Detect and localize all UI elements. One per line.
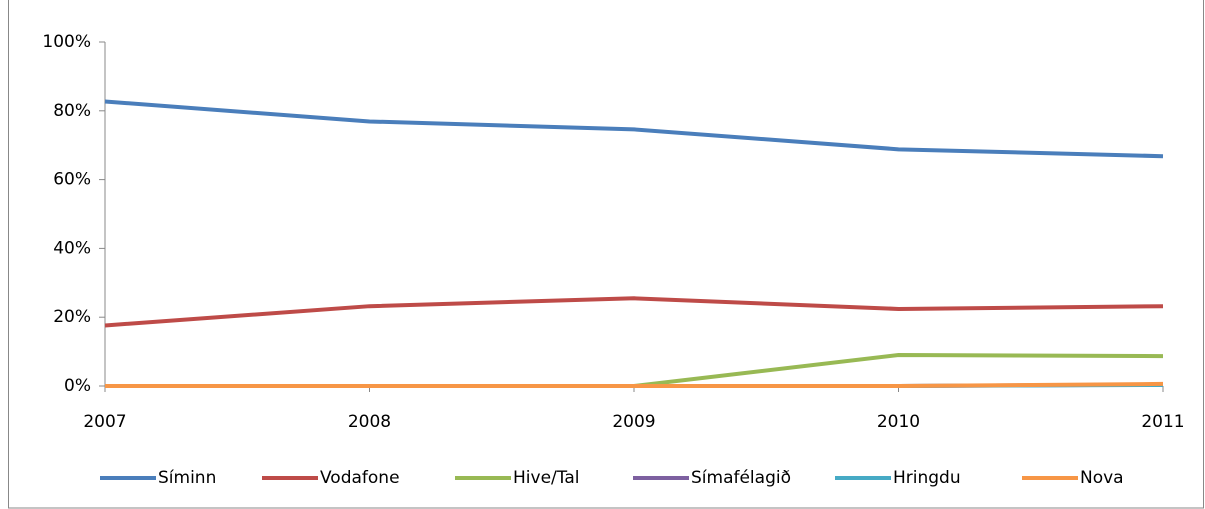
series-line [104, 99, 1164, 159]
x-tick-label: 2008 [348, 412, 391, 432]
legend-label: Hive/Tal [513, 468, 579, 488]
y-tick-label: 100% [42, 32, 91, 52]
x-tick-label: 2011 [1141, 412, 1184, 432]
y-tick-label: 20% [53, 307, 91, 327]
y-tick-label: 80% [53, 101, 91, 121]
x-tick-label: 2007 [83, 412, 126, 432]
series-line [105, 381, 1164, 388]
legend-label: Vodafone [320, 468, 400, 488]
x-tick-label: 2009 [612, 412, 655, 432]
y-tick-label: 60% [53, 170, 91, 190]
legend-label: Síminn [158, 468, 216, 488]
legend-label: Nova [1080, 468, 1124, 488]
x-tick-label: 2010 [877, 412, 920, 432]
chart-frame [8, 0, 1204, 509]
legend-label: Hringdu [893, 468, 961, 488]
y-tick-label: 0% [64, 376, 91, 396]
legend-label: Símafélagið [691, 468, 791, 488]
series-line [104, 296, 1164, 328]
y-tick-label: 40% [53, 238, 91, 258]
